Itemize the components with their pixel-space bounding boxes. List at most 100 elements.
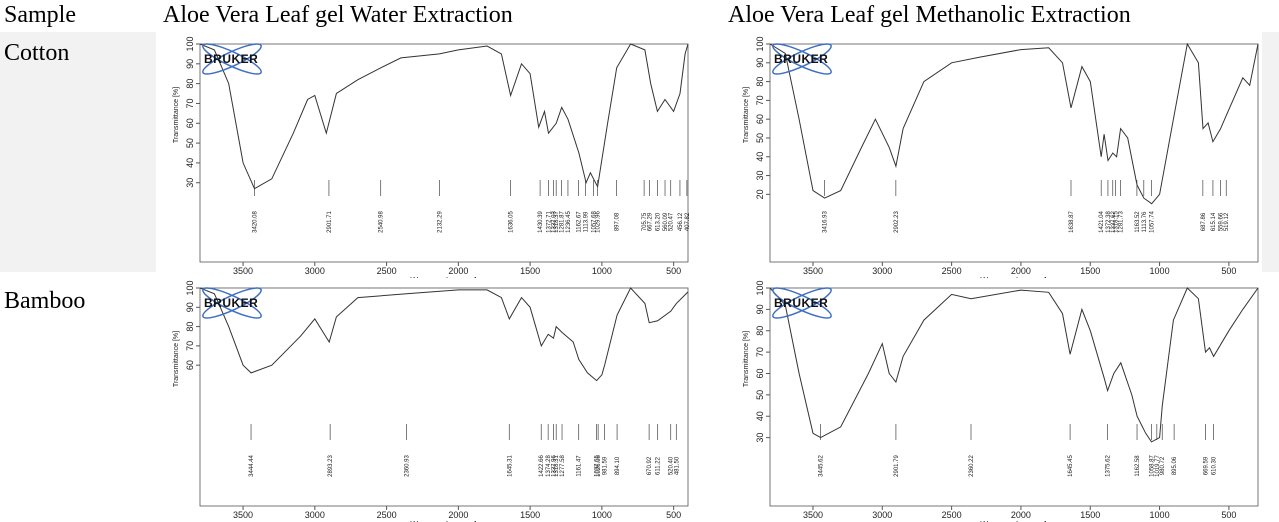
peak-label: 1638.87 — [1069, 211, 1075, 233]
peak-label: 1019.77 — [1155, 455, 1161, 477]
x-tick-label: 2500 — [377, 266, 397, 276]
peak-label: 1337.03 — [552, 211, 558, 233]
y-tick-label: 30 — [755, 433, 765, 443]
y-tick-label: 20 — [755, 189, 765, 199]
spectrum-chart: 30 40 50 60 70 80 90 100 3500 3000 2500 2000 1500 100… — [173, 36, 690, 278]
peak-label: 1113.76 — [1142, 211, 1148, 232]
y-tick-label: 100 — [755, 36, 765, 51]
peak-label: 687.86 — [1201, 212, 1207, 231]
x-tick-label: 1500 — [520, 266, 540, 276]
x-tick-label: 2500 — [377, 510, 397, 520]
logo-orbit — [772, 43, 832, 75]
peak-label: 3420.08 — [253, 211, 259, 233]
peak-label: 407.82 — [685, 212, 690, 231]
peak-label: 895.06 — [1172, 456, 1178, 475]
y-tick-label: 100 — [185, 280, 195, 295]
y-tick-label: 70 — [755, 347, 765, 357]
peak-label: 1375.62 — [1105, 455, 1111, 477]
peak-label: 520.40 — [669, 456, 675, 475]
x-tick-label: 3000 — [305, 266, 325, 276]
plot-frame — [769, 43, 1259, 263]
x-tick-label: 1000 — [1150, 510, 1170, 520]
logo-orbit — [772, 43, 832, 75]
bruker-logo: BRUKER — [202, 287, 262, 319]
spectrum-line — [199, 43, 689, 190]
peak-label: 1029.96 — [596, 211, 602, 233]
x-axis-label: Wavenumber cm-1 — [410, 276, 478, 278]
peak-label: 1645.45 — [1068, 455, 1074, 477]
peak-label: 705.75 — [642, 212, 648, 231]
y-tick-label: 50 — [185, 138, 195, 148]
logo-orbit — [202, 43, 262, 75]
peak-label: 980.72 — [1160, 456, 1166, 475]
peak-label: 1337.96 — [551, 455, 557, 477]
y-tick-label: 80 — [185, 322, 195, 332]
peak-label: 669.59 — [1203, 456, 1209, 475]
row-shade — [0, 32, 156, 272]
y-tick-label: 90 — [185, 302, 195, 312]
x-tick-label: 1500 — [520, 510, 540, 520]
y-tick-label: 30 — [755, 171, 765, 181]
logo-orbit — [202, 287, 262, 319]
x-tick-label: 2000 — [448, 510, 468, 520]
peak-label: 2893.23 — [328, 455, 334, 477]
x-axis-label: Wavenumber cm-1 — [980, 520, 1048, 522]
y-axis-label: Transmittance [%] — [173, 331, 180, 387]
y-tick-label: 100 — [185, 36, 195, 51]
peak-label: 1026.08 — [596, 455, 602, 477]
peak-label: 981.59 — [603, 456, 609, 475]
peak-label: 1374.28 — [546, 455, 552, 477]
peak-label: 2901.71 — [327, 211, 333, 233]
x-tick-label: 500 — [666, 510, 681, 520]
peak-label: 667.29 — [648, 212, 654, 231]
peak-label: 2360.22 — [969, 455, 975, 477]
y-tick-label: 60 — [185, 118, 195, 128]
peak-label: 1372.71 — [546, 211, 552, 233]
y-tick-label: 60 — [185, 360, 195, 370]
y-axis-label: Transmittance [%] — [743, 331, 750, 387]
bruker-logo: BRUKER — [202, 43, 262, 75]
peak-label: 610.30 — [1212, 456, 1218, 475]
peak-label: 1236.45 — [566, 211, 572, 233]
peak-label: 1636.05 — [509, 211, 515, 233]
logo-orbit — [772, 287, 832, 319]
y-tick-label: 70 — [185, 98, 195, 108]
logo-text: BRUKER — [204, 52, 258, 66]
x-tick-label: 2000 — [1011, 266, 1031, 276]
peak-label: 519.12 — [1224, 212, 1230, 231]
peak-label: 3444.44 — [249, 455, 255, 477]
peak-label: 1057.74 — [1150, 211, 1156, 233]
peak-label: 1161.47 — [577, 455, 583, 477]
header-water: Aloe Vera Leaf gel Water Extraction — [163, 2, 513, 28]
header-methanol: Aloe Vera Leaf gel Methanolic Extraction — [728, 2, 1131, 28]
peak-label: 1037.65 — [594, 455, 600, 477]
peak-label: 2360.93 — [405, 455, 411, 477]
x-axis-label: Wavenumber cm-1 — [980, 276, 1048, 278]
peak-label: 1421.04 — [1099, 211, 1105, 233]
x-tick-label: 1000 — [1150, 266, 1170, 276]
logo-text: BRUKER — [774, 52, 828, 66]
y-tick-label: 40 — [755, 411, 765, 421]
y-tick-label: 100 — [755, 280, 765, 295]
peak-label: 1162.58 — [1135, 455, 1141, 477]
peak-label: 1318.15 — [1113, 211, 1119, 233]
y-tick-label: 90 — [185, 59, 195, 69]
peak-label: 1163.52 — [1135, 211, 1141, 233]
x-tick-label: 3000 — [305, 510, 325, 520]
x-tick-label: 500 — [1221, 510, 1236, 520]
plot-frame — [769, 287, 1259, 507]
spectrum-chart: 60 70 80 90 100 3500 3000 2500 2000 1500 1000 500 Tr… — [173, 280, 689, 522]
x-tick-label: 3000 — [872, 510, 892, 520]
plot-frame — [199, 287, 689, 507]
peak-label: 1281.73 — [1119, 211, 1125, 233]
y-tick-label: 80 — [755, 326, 765, 336]
x-tick-label: 1500 — [1080, 266, 1100, 276]
y-tick-label: 90 — [755, 304, 765, 314]
peak-label: 1372.38 — [1106, 211, 1112, 233]
x-tick-label: 2000 — [1011, 510, 1031, 520]
peak-label: 2902.23 — [894, 211, 900, 233]
y-tick-label: 60 — [755, 114, 765, 124]
x-tick-label: 500 — [666, 266, 681, 276]
spectrum-chart: 30 40 50 60 70 80 90 100 3500 3000 2500 2000 1500 100… — [743, 280, 1259, 522]
